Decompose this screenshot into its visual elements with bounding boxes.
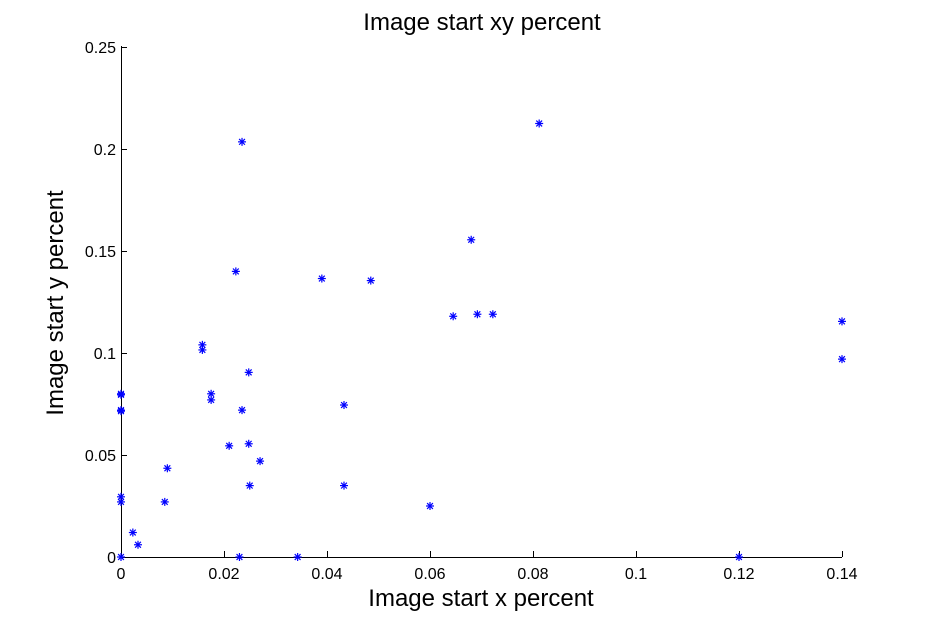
y-tick-label: 0.15 xyxy=(85,244,116,261)
data-point xyxy=(238,406,247,415)
data-point xyxy=(317,274,326,283)
x-tick-label: 0 xyxy=(117,566,126,583)
x-tick-label: 0.08 xyxy=(517,566,548,583)
y-axis-title: Image start y percent xyxy=(42,190,69,416)
data-point xyxy=(117,553,125,561)
x-tick-label: 0.1 xyxy=(625,566,647,583)
data-point xyxy=(838,355,846,364)
chart-title: Image start xy percent xyxy=(363,9,601,36)
data-point xyxy=(198,345,207,354)
data-point xyxy=(225,441,234,450)
data-point xyxy=(366,276,375,285)
data-point xyxy=(488,310,497,319)
data-point xyxy=(245,481,254,490)
data-point xyxy=(467,235,476,244)
x-tick-label: 0.14 xyxy=(826,566,857,583)
data-point xyxy=(256,457,265,466)
data-point xyxy=(293,553,302,561)
data-point xyxy=(426,502,434,510)
data-point xyxy=(244,439,253,448)
data-point xyxy=(133,540,142,549)
y-tick-label: 0.1 xyxy=(94,346,116,363)
x-tick-label: 0.06 xyxy=(414,566,445,583)
axes xyxy=(121,46,842,558)
data-point xyxy=(735,553,743,561)
data-point xyxy=(339,481,348,490)
y-ticks: 0 0.05 0.1 0.15 0.2 0.25 xyxy=(85,40,127,567)
data-point xyxy=(473,310,482,319)
data-point xyxy=(207,395,216,404)
y-tick-label: 0.05 xyxy=(85,448,116,465)
data-points xyxy=(117,119,846,561)
data-point xyxy=(231,267,240,276)
data-point xyxy=(117,492,125,501)
data-point xyxy=(339,401,348,410)
data-point xyxy=(117,497,125,506)
data-point xyxy=(244,368,253,377)
data-point xyxy=(238,137,247,146)
data-point xyxy=(117,407,125,416)
data-point xyxy=(449,312,458,321)
x-axis-title: Image start x percent xyxy=(368,585,594,612)
y-tick-label: 0 xyxy=(107,550,116,567)
data-point xyxy=(235,553,244,561)
x-tick-label: 0.04 xyxy=(311,566,342,583)
data-point xyxy=(128,528,137,537)
y-tick-label: 0.2 xyxy=(94,142,116,159)
x-ticks: 0 0.02 0.04 0.06 0.08 0.1 0.12 0.14 xyxy=(117,551,858,583)
data-point xyxy=(160,497,169,506)
data-point xyxy=(163,464,172,473)
x-tick-label: 0.02 xyxy=(208,566,239,583)
y-tick-label: 0.25 xyxy=(85,40,116,57)
x-tick-label: 0.12 xyxy=(723,566,754,583)
data-point xyxy=(838,317,846,326)
data-point xyxy=(535,119,544,128)
data-point xyxy=(117,390,125,399)
